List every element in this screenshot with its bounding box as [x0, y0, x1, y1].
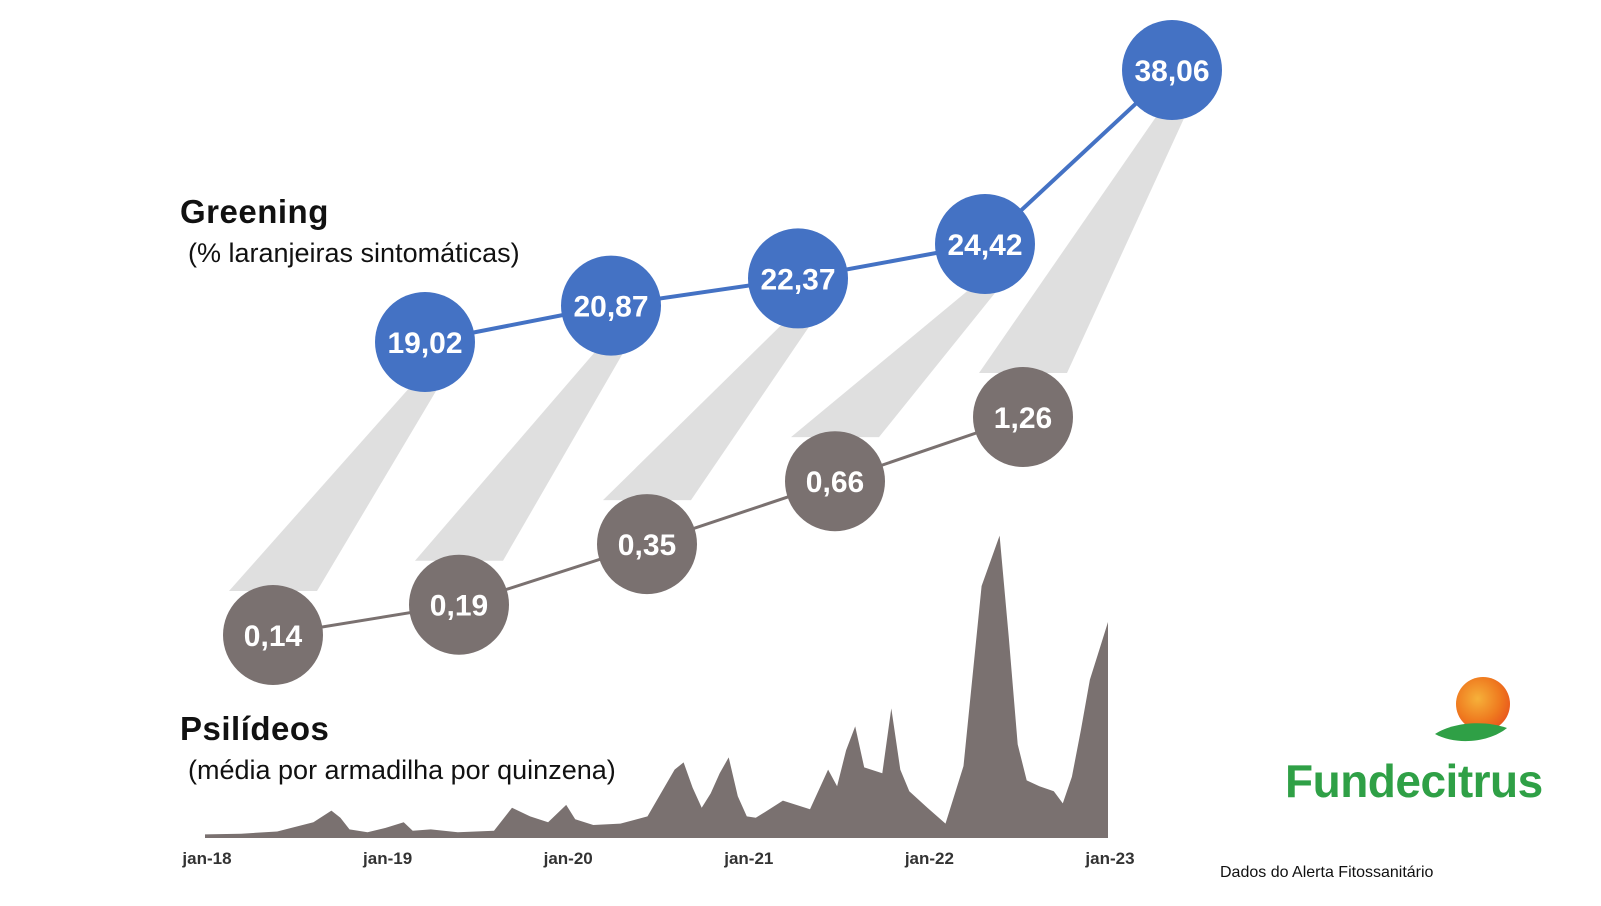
psilideos-point	[223, 585, 323, 685]
fundecitrus-logo: Fundecitrus	[1285, 676, 1555, 807]
connector-beam-4	[791, 288, 999, 438]
connector-beam-3	[603, 322, 812, 501]
greening-point	[935, 194, 1035, 294]
x-tick-label: jan-20	[543, 849, 593, 868]
greening-subtitle: (% laranjeiras sintomáticas)	[188, 238, 520, 268]
greening-data-label: 38,06	[1134, 55, 1209, 88]
psilideos-data-label: 0,66	[806, 466, 864, 499]
x-tick-label: jan-19	[362, 849, 412, 868]
greening-data-label: 24,42	[947, 229, 1022, 262]
connector-beam-2	[415, 349, 625, 561]
psilideos-point	[785, 431, 885, 532]
connector-beam-1	[229, 386, 439, 591]
psilideos-data-label: 1,26	[994, 402, 1052, 435]
psilideos-data-label: 0,19	[430, 590, 488, 623]
orange-leaf-icon	[1435, 677, 1510, 742]
psilideos-point	[973, 367, 1073, 467]
x-tick-label: jan-22	[904, 849, 954, 868]
greening-point	[1122, 20, 1222, 120]
psilideos-data-label: 0,35	[618, 529, 676, 562]
psilideos-area	[205, 535, 1108, 838]
connector-beam-5	[979, 114, 1186, 373]
greening-data-label: 22,37	[760, 263, 835, 296]
source-note: Dados do Alerta Fitossanitário	[1220, 864, 1434, 881]
psilideos-title: Psilídeos	[180, 710, 330, 747]
greening-data-label: 20,87	[573, 291, 648, 324]
psilideos-point	[597, 494, 697, 595]
logo-text: Fundecitrus	[1285, 755, 1543, 807]
psilideos-data-label: 0,14	[244, 620, 303, 653]
greening-point	[375, 292, 475, 392]
psilideos-point	[409, 554, 509, 655]
greening-point	[561, 255, 661, 356]
greening-point	[748, 228, 848, 329]
x-tick-label: jan-23	[1084, 849, 1134, 868]
x-tick-label: jan-21	[723, 849, 773, 868]
psilideos-subtitle: (média por armadilha por quinzena)	[188, 755, 616, 785]
greening-title: Greening	[180, 193, 329, 230]
x-tick-label: jan-18	[181, 849, 231, 868]
greening-data-label: 19,02	[387, 327, 462, 360]
